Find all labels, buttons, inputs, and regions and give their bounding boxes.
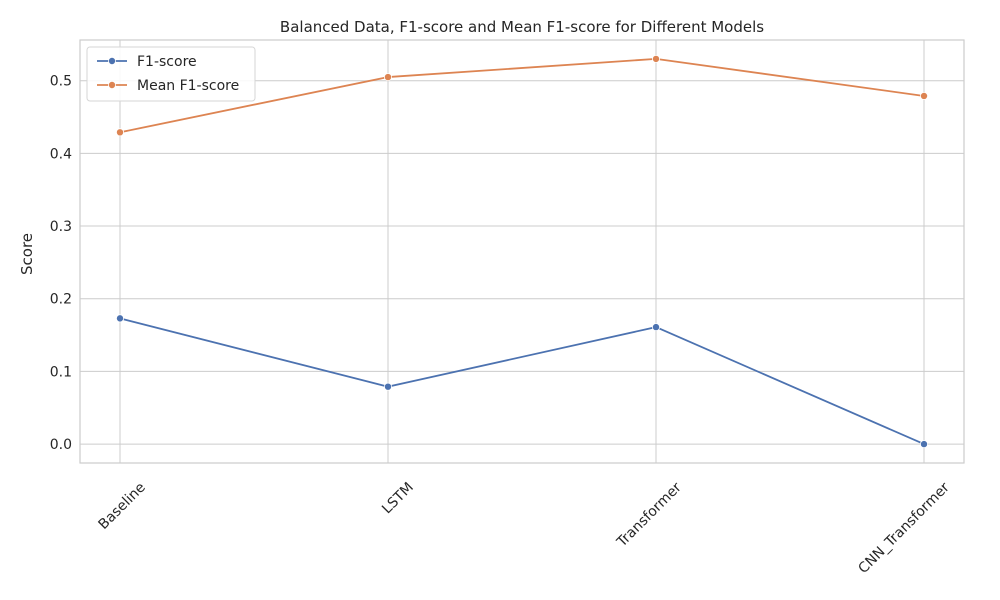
data-point — [920, 91, 929, 100]
grid — [80, 40, 964, 463]
data-point — [116, 128, 125, 137]
legend-label: F1-score — [137, 54, 197, 70]
y-tick-label: 0.5 — [50, 74, 72, 90]
x-tick-label: CNN_Transformer — [855, 479, 953, 577]
y-tick-label: 0.0 — [50, 437, 72, 453]
legend: F1-score Mean F1-score — [86, 46, 256, 102]
x-tick-label: Transformer — [613, 479, 685, 551]
data-point — [116, 314, 125, 323]
series-line — [119, 57, 925, 134]
y-tick-label: 0.1 — [50, 364, 72, 380]
data-point — [383, 382, 392, 391]
chart-title: Balanced Data, F1-score and Mean F1-scor… — [280, 18, 764, 36]
legend-label: Mean F1-score — [137, 78, 239, 94]
y-axis-label: Score — [18, 233, 36, 275]
axis-ticks: 0.0 0.1 0.2 0.3 0.4 0.5 Baseline LSTM Transforme… — [50, 74, 953, 577]
data-point — [652, 54, 661, 63]
series-line — [119, 317, 925, 445]
y-tick-label: 0.3 — [50, 219, 72, 235]
data-point — [920, 440, 929, 449]
y-tick-label: 0.2 — [50, 292, 72, 308]
plot-frame — [79, 39, 965, 464]
legend-swatch-marker — [108, 81, 117, 90]
series-lines — [116, 54, 929, 449]
x-tick-label: Baseline — [96, 480, 149, 533]
legend-swatch-marker — [108, 57, 117, 66]
data-point — [652, 323, 661, 332]
legend-box — [86, 46, 256, 102]
data-point — [383, 73, 392, 82]
y-tick-label: 0.4 — [50, 146, 72, 162]
x-tick-label: LSTM — [379, 480, 417, 518]
